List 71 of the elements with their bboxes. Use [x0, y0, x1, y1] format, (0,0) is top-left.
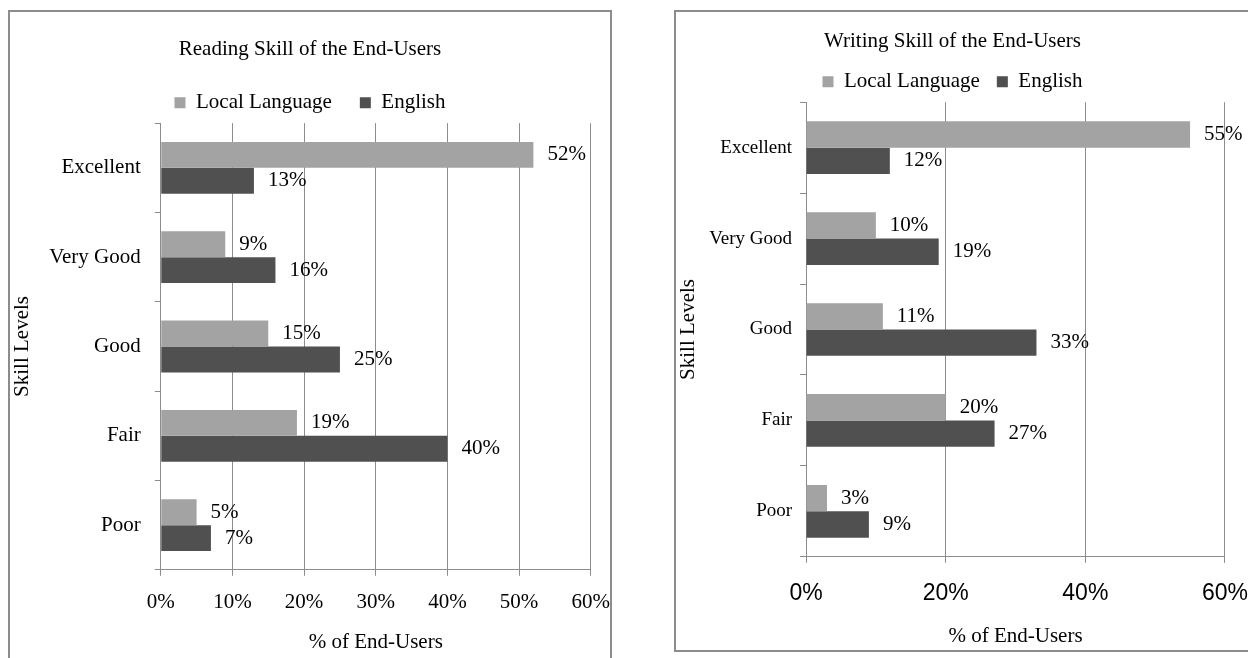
- x-tick-label: 40%: [428, 589, 467, 614]
- y-tick-label: Excellent: [720, 135, 793, 157]
- y-tick-label: Poor: [101, 511, 141, 536]
- legend-label: Local Language: [195, 89, 332, 114]
- y-tick-label: Excellent: [61, 154, 141, 179]
- y-axis-title: Skill Levels: [675, 279, 700, 380]
- bar: [161, 167, 254, 194]
- bar: [806, 303, 883, 330]
- y-tick-label: Very Good: [709, 226, 793, 248]
- x-tick-label: 60%: [1201, 578, 1248, 605]
- y-axis-title: Skill Levels: [9, 296, 34, 397]
- bar: [806, 511, 869, 538]
- y-tick-label: Fair: [761, 408, 793, 430]
- data-label: 20%: [959, 393, 999, 418]
- data-label: 5%: [210, 498, 239, 523]
- data-label: 12%: [903, 147, 943, 172]
- bar: [161, 231, 226, 258]
- x-tick-label: 50%: [499, 589, 539, 614]
- data-label: 16%: [289, 256, 328, 281]
- bar: [161, 141, 534, 168]
- x-tick-label: 10%: [213, 589, 252, 614]
- bar: [806, 484, 827, 512]
- bar: [806, 329, 1037, 356]
- data-label: 3%: [840, 484, 869, 509]
- y-tick-label: Good: [749, 317, 793, 339]
- data-label: 9%: [882, 511, 911, 536]
- data-label: 15%: [282, 320, 321, 345]
- data-label: 55%: [1204, 120, 1243, 145]
- bar: [161, 346, 340, 373]
- y-tick-label: Good: [94, 333, 142, 358]
- x-tick-label: 0%: [146, 589, 175, 614]
- legend-label: Local Language: [843, 68, 980, 93]
- bar: [161, 499, 197, 526]
- x-axis-title: % of End-Users: [948, 622, 1083, 647]
- y-tick-label: Very Good: [49, 243, 142, 268]
- chart-title: Reading Skill of the End-Users: [178, 36, 442, 61]
- legend-label: English: [381, 89, 447, 114]
- data-label: 27%: [1008, 420, 1048, 445]
- chart-title: Writing Skill of the End-Users: [824, 28, 1081, 53]
- legend-label: English: [1018, 68, 1084, 93]
- y-tick-label: Fair: [106, 422, 141, 447]
- x-tick-label: 0%: [789, 578, 823, 605]
- bar: [806, 238, 939, 265]
- data-label: 7%: [224, 524, 253, 549]
- bar: [161, 320, 269, 347]
- data-label: 11%: [896, 302, 935, 327]
- data-label: 25%: [353, 345, 393, 370]
- bar: [161, 257, 276, 284]
- data-label: 13%: [267, 167, 307, 192]
- data-label: 33%: [1050, 329, 1089, 354]
- data-label: 52%: [547, 141, 586, 166]
- x-tick-label: 60%: [571, 589, 610, 614]
- data-label: 40%: [461, 435, 500, 460]
- bar: [806, 394, 946, 421]
- x-axis-title: % of End-Users: [308, 628, 443, 653]
- bar: [161, 435, 448, 462]
- data-label: 9%: [239, 230, 268, 255]
- bar: [806, 121, 1191, 148]
- bar: [161, 409, 297, 436]
- y-tick-label: Poor: [756, 499, 793, 521]
- x-tick-label: 40%: [1062, 578, 1109, 605]
- bar: [161, 525, 211, 552]
- bar: [806, 420, 995, 447]
- data-label: 19%: [310, 409, 350, 434]
- bar: [806, 212, 876, 239]
- bar: [806, 147, 890, 175]
- x-tick-label: 20%: [284, 589, 324, 614]
- x-tick-label: 30%: [356, 589, 396, 614]
- data-label: 10%: [889, 211, 929, 236]
- data-label: 19%: [952, 238, 992, 263]
- x-tick-label: 20%: [922, 578, 969, 605]
